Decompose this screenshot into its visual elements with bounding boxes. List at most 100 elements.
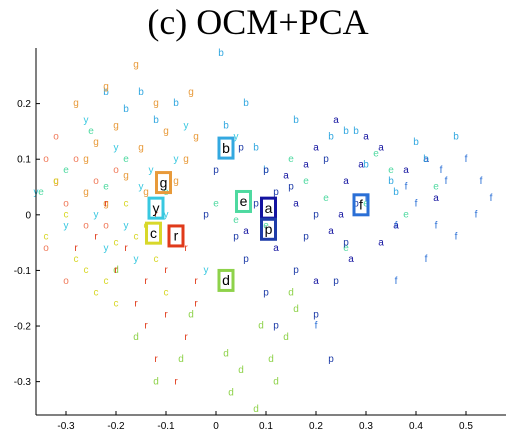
point-f-0: f [465,154,468,165]
point-r-12: r [154,209,158,220]
x-tick-label: 0.1 [259,421,273,432]
point-b-2: b [173,98,179,109]
point-r-15: r [144,321,148,332]
point-b-17: b [413,137,419,148]
point-c-7: c [94,287,99,298]
point-p-6: p [313,310,319,321]
prototype-box-b [217,136,235,160]
point-b-16: b [293,115,299,126]
point-c-5: c [124,198,129,209]
point-f-13: f [480,176,483,187]
prototype-box-c [145,221,162,245]
point-d-6: d [288,287,294,298]
point-g-8: g [123,171,129,182]
y-tick-label: -0.3 [14,377,32,388]
point-f-7: f [425,254,428,265]
prototype-box-p [260,217,277,241]
y-tick-label: -0.1 [14,266,32,277]
y-tick-label: 0.2 [17,99,31,110]
point-e-14: e [323,193,329,204]
point-f-4: f [395,221,398,232]
point-p-19: p [243,254,249,265]
point-r-10: r [104,198,108,209]
point-g-12: g [113,120,119,131]
point-e-17: e [38,187,44,198]
point-c-2: c [84,265,89,276]
point-e-5: e [123,154,129,165]
point-o-8: o [63,198,69,209]
point-y-6: y [104,243,109,254]
prototype-box-f [352,193,370,217]
point-o-4: o [93,176,99,187]
point-y-8: y [149,165,154,176]
point-g-1: g [103,82,109,93]
point-f-5: f [415,198,418,209]
point-r-2: r [144,276,148,287]
point-d-2: d [223,348,229,359]
point-e-0: e [213,198,219,209]
point-a-17: a [338,209,344,220]
point-f-12: f [315,321,318,332]
point-b-0: b [218,48,224,59]
point-r-13: r [194,276,198,287]
point-p-11: p [253,198,259,209]
prototype-label-r: r [174,228,179,244]
point-a-6: a [378,237,384,248]
point-f-6: f [455,232,458,243]
point-p-2: p [273,187,279,198]
point-a-1: a [363,132,369,143]
point-y-11: y [134,254,139,265]
point-g-0: g [133,59,139,70]
point-f-11: f [405,182,408,193]
point-b-6: b [328,132,334,143]
point-b-8: b [423,154,429,165]
point-d-4: d [293,304,299,315]
prototype-label-f: f [359,197,363,213]
point-o-2: o [43,243,49,254]
point-y-4: y [64,221,69,232]
point-a-18: a [423,154,429,165]
point-g-15: g [103,198,109,209]
point-c-1: c [44,232,49,243]
point-d-14: d [273,376,279,387]
point-a-13: a [393,221,399,232]
point-g-2: g [93,137,99,148]
point-e-15: e [433,182,439,193]
point-c-3: c [114,237,119,248]
point-e-12: e [233,215,239,226]
prototype-box-e [235,189,252,213]
point-r-3: r [164,265,168,276]
point-r-5: r [174,376,178,387]
point-a-19: a [378,143,384,154]
point-c-0: c [64,209,69,220]
point-g-10: g [153,98,159,109]
point-r-0: r [94,232,98,243]
y-tick-label: 0.1 [17,155,31,166]
point-a-4: a [293,198,299,209]
prototype-label-b: b [222,140,230,156]
point-b-9: b [453,132,459,143]
point-f-3: f [475,209,478,220]
point-a-12: a [283,171,289,182]
point-e-7: e [63,165,69,176]
prototype-label-y: y [153,200,160,216]
point-p-5: p [293,265,299,276]
point-a-16: a [303,159,309,170]
point-d-7: d [188,310,194,321]
point-y-9: y [184,120,189,131]
point-g-16: g [83,187,89,198]
point-c-13: c [114,298,119,309]
point-o-1: o [73,154,79,165]
point-o-5: o [113,165,119,176]
point-y-13: y [174,154,179,165]
point-c-9: c [104,276,109,287]
point-p-1: p [213,165,219,176]
point-r-14: r [164,310,168,321]
x-tick-label: 0.5 [459,421,473,432]
point-c-6: c [154,254,159,265]
point-b-15: b [243,98,249,109]
point-d-0: d [133,332,139,343]
point-g-4: g [143,187,149,198]
point-r-6: r [154,354,158,365]
